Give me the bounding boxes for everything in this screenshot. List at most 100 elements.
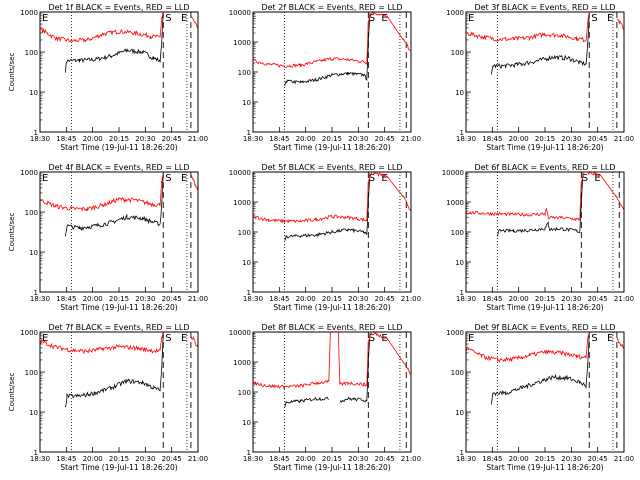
y-tick-label: 1 <box>460 129 464 137</box>
x-tick-label: 18:30 <box>456 455 476 463</box>
y-tick-label: 10000 <box>229 9 251 17</box>
panel-det-8: Det 8f BLACK = Events, RED = LLD 1 10 100 10… <box>229 323 421 472</box>
plot-frame <box>39 11 199 133</box>
x-tick-label: 20:45 <box>375 135 395 143</box>
series-events-line <box>284 13 371 87</box>
x-tick-label: 20:00 <box>83 455 103 463</box>
event-marker-label: E <box>181 13 187 24</box>
y-axis-label: Counts/sec <box>8 53 16 92</box>
x-tick-label: 21:00 <box>614 135 634 143</box>
x-axis-label: Start Time (19-Jul-11 18:26:20) <box>60 303 177 312</box>
x-tick-label: 20:15 <box>535 455 555 463</box>
x-tick-label: 18:45 <box>56 455 76 463</box>
y-tick-label: 100 <box>451 49 464 57</box>
panel-det-6: Det 6f BLACK = Events, RED = LLD 1 10 100 10… <box>442 163 634 312</box>
x-tick-label: 20:45 <box>162 135 182 143</box>
event-marker-label: S <box>165 13 171 24</box>
x-tick-label: 20:15 <box>109 135 129 143</box>
series-events-line <box>490 333 590 405</box>
x-tick-label: 18:45 <box>269 455 289 463</box>
x-tick-label: 18:30 <box>30 295 50 303</box>
x-tick-label: 21:00 <box>614 455 634 463</box>
x-tick-label: 20:30 <box>135 295 155 303</box>
y-tick-label: 1 <box>34 289 38 297</box>
x-axis-label: Start Time (19-Jul-11 18:26:20) <box>273 303 390 312</box>
x-tick-label: 18:30 <box>243 455 263 463</box>
x-tick-label: 21:00 <box>401 135 421 143</box>
x-tick-label: 18:30 <box>456 135 476 143</box>
x-tick-label: 20:30 <box>135 135 155 143</box>
event-marker-label: E <box>181 333 187 344</box>
x-tick-label: 21:00 <box>401 455 421 463</box>
plot-frame <box>39 331 199 453</box>
event-marker-label: E <box>42 173 48 184</box>
x-tick-label: 20:45 <box>162 295 182 303</box>
x-tick-label: 20:15 <box>322 295 342 303</box>
series-lld-line <box>40 333 164 355</box>
panel-det-7: Det 7f BLACK = Events, RED = LLD 1 10 100 10… <box>8 323 208 472</box>
x-tick-label: 20:15 <box>322 135 342 143</box>
y-tick-label: 10 <box>29 409 38 417</box>
x-tick-label: 20:00 <box>83 295 103 303</box>
y-tick-label: 1 <box>247 449 251 457</box>
y-tick-label: 10 <box>455 89 464 97</box>
y-tick-label: 1 <box>460 449 464 457</box>
event-marker-label: E <box>181 173 187 184</box>
x-tick-label: 20:15 <box>535 135 555 143</box>
series-lld-line <box>253 332 411 389</box>
series-lld-tail-line <box>190 334 198 349</box>
x-tick-label: 20:45 <box>588 455 608 463</box>
y-tick-label: 1000 <box>446 9 464 17</box>
y-tick-label: 10 <box>29 89 38 97</box>
series-events-line <box>284 333 371 408</box>
x-tick-label: 20:45 <box>375 455 395 463</box>
x-tick-label: 18:30 <box>30 135 50 143</box>
x-axis-label: Start Time (19-Jul-11 18:26:20) <box>60 143 177 152</box>
x-tick-label: 21:00 <box>614 295 634 303</box>
series-lld-tail-line <box>616 337 624 350</box>
event-marker-label: E <box>468 13 474 24</box>
series-lld-tail-line <box>616 18 624 30</box>
event-marker-label: E <box>381 13 387 24</box>
event-marker-label: E <box>468 333 474 344</box>
y-tick-label: 10 <box>455 259 464 267</box>
y-tick-label: 100 <box>25 49 38 57</box>
y-tick-label: 1000 <box>20 329 38 337</box>
event-marker-label: S <box>591 333 597 344</box>
x-tick-label: 21:00 <box>401 295 421 303</box>
series-events-line <box>64 12 164 73</box>
x-tick-label: 18:30 <box>243 295 263 303</box>
series-events-line <box>64 333 164 408</box>
x-tick-label: 20:15 <box>109 295 129 303</box>
x-tick-label: 20:00 <box>509 135 529 143</box>
panel-det-2: Det 2f BLACK = Events, RED = LLD 1 10 100 10… <box>229 3 421 152</box>
y-tick-label: 10 <box>455 409 464 417</box>
series-lld-tail-line <box>190 15 198 30</box>
y-tick-label: 1000 <box>446 329 464 337</box>
x-tick-label: 20:30 <box>348 135 368 143</box>
x-tick-label: 20:45 <box>588 135 608 143</box>
panel-det-1: Det 1f BLACK = Events, RED = LLD 1 10 100 10… <box>8 3 208 152</box>
x-tick-label: 18:45 <box>56 295 76 303</box>
y-tick-label: 10000 <box>229 329 251 337</box>
y-tick-label: 1000 <box>233 199 251 207</box>
y-tick-label: 10000 <box>442 169 464 177</box>
panel-det-4: Det 4f BLACK = Events, RED = LLD 1 10 100 10… <box>8 163 208 312</box>
y-tick-label: 1 <box>247 289 251 297</box>
event-marker-label: E <box>607 13 613 24</box>
y-tick-label: 10 <box>29 249 38 257</box>
x-tick-label: 20:15 <box>322 455 342 463</box>
event-marker-label: E <box>607 333 613 344</box>
event-marker-label: E <box>381 173 387 184</box>
event-marker-label: S <box>369 333 375 344</box>
series-lld-line <box>466 12 590 43</box>
x-tick-label: 18:30 <box>456 295 476 303</box>
y-tick-label: 100 <box>451 229 464 237</box>
y-tick-label: 1000 <box>20 169 38 177</box>
panel-title: Det 5f BLACK = Events, RED = LLD <box>261 163 402 172</box>
x-axis-label: Start Time (19-Jul-11 18:26:20) <box>273 463 390 472</box>
y-tick-label: 1 <box>460 289 464 297</box>
series-events-line <box>497 173 584 237</box>
event-marker-label: S <box>582 173 588 184</box>
